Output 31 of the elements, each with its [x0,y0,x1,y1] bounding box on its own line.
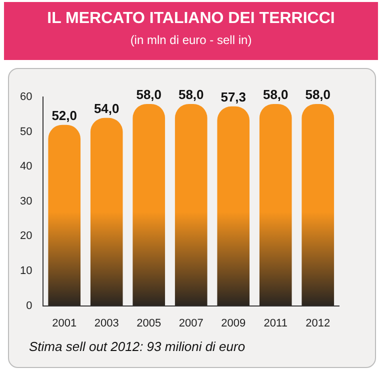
data-label: 58,0 [178,87,204,102]
bar [48,124,81,306]
y-tick-label: 50 [20,126,32,138]
chart-subtitle: (in mln di euro - sell in) [129,33,253,47]
x-tick-label: 2012 [306,317,330,330]
y-tick-label: 30 [20,195,32,208]
x-tick-label: 2007 [178,317,204,330]
data-label: 58,0 [262,87,288,102]
y-tick-label: 0 [26,300,32,312]
y-tick-label: 40 [20,160,32,173]
text: Stima sell out 2012: 93 milioni di euro [29,339,246,354]
data-label: 52,0 [52,108,78,123]
bar [174,104,208,306]
bar [132,104,166,306]
bar [302,104,334,306]
bar [217,106,250,306]
bar [90,118,123,306]
data-label: 57,3 [220,89,246,104]
chart-title: IL MERCATO ITALIANO DEI TERRICCI [46,10,336,28]
x-tick-label: 2005 [136,317,162,330]
data-label: 54,0 [94,100,120,116]
bar [259,104,292,306]
y-tick-label: 60 [20,91,32,104]
data-label: 58,0 [136,87,162,102]
x-tick-label: 2009 [221,317,246,330]
x-tick-label: 2001 [52,317,77,330]
y-tick-label: 10 [20,265,32,278]
data-label: 58,0 [305,87,331,102]
y-tick-label: 20 [20,230,32,242]
x-tick-label: 2003 [94,317,119,330]
x-tick-label: 2011 [264,317,288,330]
